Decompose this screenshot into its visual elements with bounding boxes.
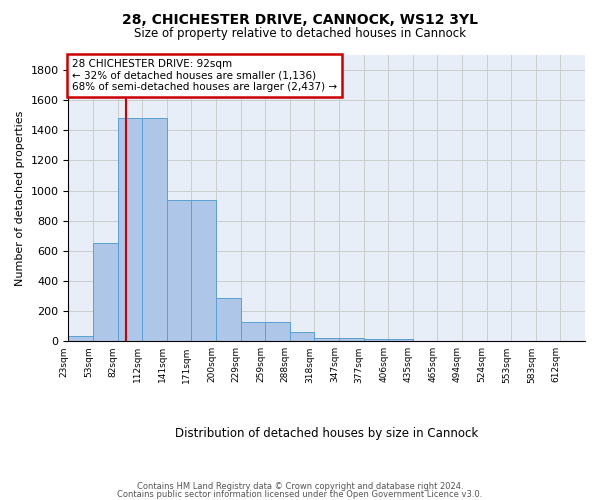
Bar — [241, 322, 265, 342]
Text: Size of property relative to detached houses in Cannock: Size of property relative to detached ho… — [134, 28, 466, 40]
Bar — [118, 118, 142, 342]
Y-axis label: Number of detached properties: Number of detached properties — [15, 110, 25, 286]
Bar — [339, 338, 364, 342]
Bar — [142, 118, 167, 342]
Bar — [388, 339, 413, 342]
Bar — [191, 200, 216, 342]
Bar — [290, 332, 314, 342]
Bar — [216, 298, 241, 342]
Bar — [68, 336, 93, 342]
Text: Contains public sector information licensed under the Open Government Licence v3: Contains public sector information licen… — [118, 490, 482, 499]
Text: 28 CHICHESTER DRIVE: 92sqm
← 32% of detached houses are smaller (1,136)
68% of s: 28 CHICHESTER DRIVE: 92sqm ← 32% of deta… — [72, 59, 337, 92]
Bar — [413, 340, 437, 342]
Bar — [93, 244, 118, 342]
Bar — [364, 339, 388, 342]
Bar — [167, 200, 191, 342]
Bar — [265, 322, 290, 342]
X-axis label: Distribution of detached houses by size in Cannock: Distribution of detached houses by size … — [175, 427, 478, 440]
Text: Contains HM Land Registry data © Crown copyright and database right 2024.: Contains HM Land Registry data © Crown c… — [137, 482, 463, 491]
Text: 28, CHICHESTER DRIVE, CANNOCK, WS12 3YL: 28, CHICHESTER DRIVE, CANNOCK, WS12 3YL — [122, 12, 478, 26]
Bar — [314, 338, 339, 342]
